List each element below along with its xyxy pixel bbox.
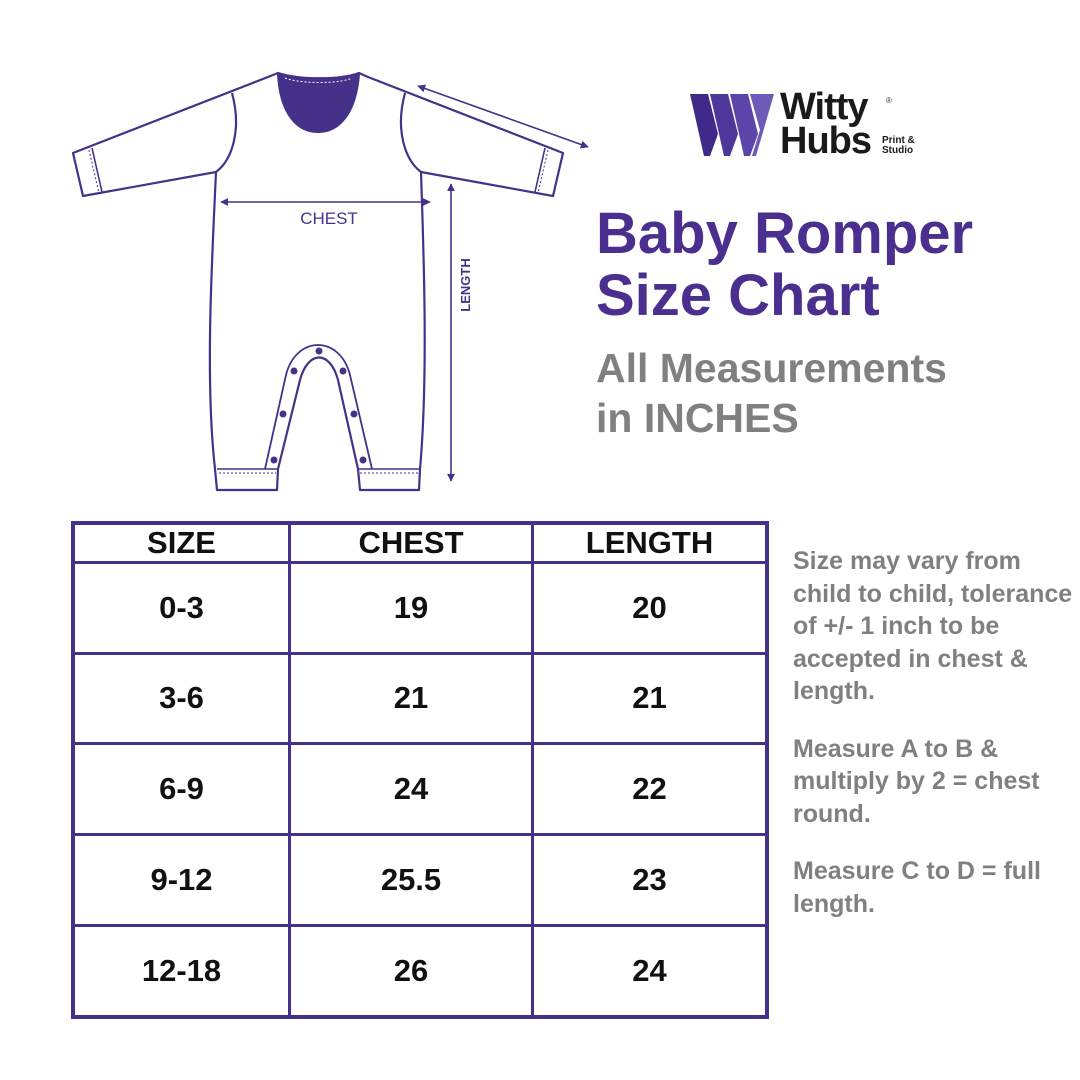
- page-title: Baby Romper Size Chart: [596, 203, 973, 327]
- measurement-notes: Size may vary from child to child, toler…: [793, 545, 1073, 945]
- cell-chest: 21: [288, 651, 534, 746]
- romper-illustration: CHEST LENGTH: [71, 71, 589, 492]
- table-row: 9-12 25.5 23: [71, 832, 769, 927]
- cell-size: 9-12: [71, 832, 291, 927]
- title-line2: Size Chart: [596, 263, 880, 328]
- header-chest: CHEST: [288, 521, 534, 564]
- note-length: Measure C to D = full length.: [793, 857, 1041, 918]
- note-chest: Measure A to B & multiply by 2 = chest r…: [793, 734, 1040, 828]
- cell-chest: 26: [288, 923, 534, 1019]
- header-size: SIZE: [71, 521, 291, 564]
- brand-logo: Witty ® Hubs Print & Studio: [688, 88, 938, 162]
- subtitle-line2: in INCHES: [596, 395, 799, 441]
- page-subtitle: All Measurements in INCHES: [596, 343, 947, 443]
- size-table: SIZE CHEST LENGTH 0-3 19 20 3-6 21 21 6-9 24 2…: [71, 521, 769, 1019]
- cell-length: 24: [531, 923, 769, 1019]
- sleeve-arrow: [417, 84, 589, 149]
- subtitle-line1: All Measurements: [596, 345, 947, 391]
- table-row: 12-18 26 24: [71, 923, 769, 1019]
- cell-length: 20: [531, 561, 769, 655]
- romper-outline: [71, 71, 565, 492]
- cell-chest: 24: [288, 742, 534, 836]
- cell-size: 6-9: [71, 742, 291, 836]
- chest-label: CHEST: [300, 209, 358, 228]
- table-row: 0-3 19 20: [71, 561, 769, 655]
- brand-name-line2: Hubs: [780, 120, 872, 162]
- collar: [276, 71, 361, 134]
- cell-size: 0-3: [71, 561, 291, 655]
- length-label: LENGTH: [458, 258, 473, 311]
- cell-chest: 19: [288, 561, 534, 655]
- cell-length: 21: [531, 651, 769, 746]
- header-length: LENGTH: [531, 521, 769, 564]
- logo-mark-icon: [690, 94, 774, 156]
- registered-mark: ®: [886, 96, 892, 105]
- note-tolerance: Size may vary from child to child, toler…: [793, 547, 1073, 705]
- table-header-row: SIZE CHEST LENGTH: [71, 521, 769, 564]
- table-row: 3-6 21 21: [71, 651, 769, 746]
- title-line1: Baby Romper: [596, 201, 974, 266]
- cell-size: 12-18: [71, 923, 291, 1019]
- cell-size: 3-6: [71, 651, 291, 746]
- snap-buttons: [270, 347, 367, 464]
- brand-name-line1: Witty: [780, 86, 869, 128]
- table-row: 6-9 24 22: [71, 742, 769, 836]
- cell-length: 22: [531, 742, 769, 836]
- cell-chest: 25.5: [288, 832, 534, 927]
- cell-length: 23: [531, 832, 769, 927]
- brand-tagline: Print & Studio: [882, 135, 915, 156]
